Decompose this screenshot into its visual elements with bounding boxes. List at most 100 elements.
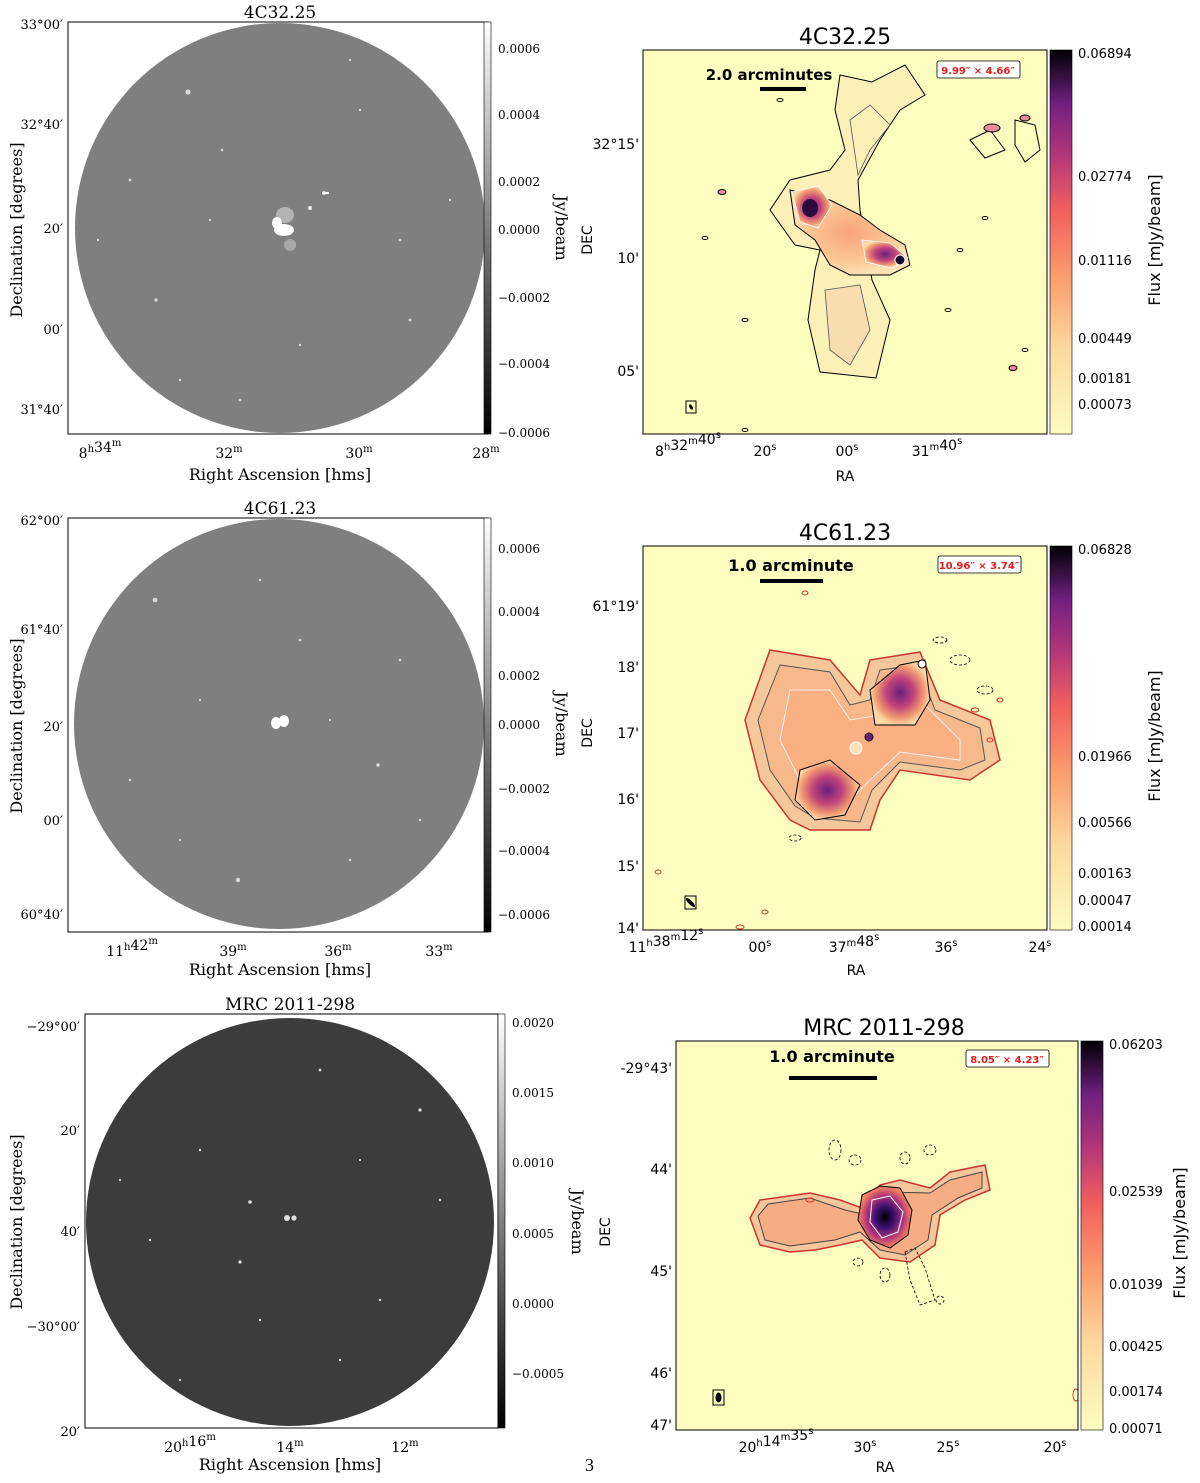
colorbar-tick-label: 0.0002 — [498, 669, 540, 683]
y-axis: −29°00′ 20′ 40′ −30°00′ 20′ Declination [deg… — [7, 1020, 80, 1440]
y-tick-label: 15' — [617, 859, 639, 875]
colorbar-tick-label: 0.00014 — [1078, 920, 1132, 935]
scale-bar — [760, 579, 823, 583]
y-tick-label: 20′ — [44, 720, 64, 735]
colorbar-tick-label: 0.01116 — [1078, 254, 1132, 269]
y-tick-label: 14' — [617, 921, 639, 937]
y-axis-label: DEC — [580, 225, 596, 255]
y-tick-label: −30°00′ — [27, 1320, 80, 1335]
colorbar-tick-label: 0.00047 — [1078, 894, 1132, 909]
x-axis-label: Right Ascension [hms] — [189, 465, 371, 484]
colorbar-tick-label: −0.0005 — [512, 1367, 564, 1381]
colorbar-tick-label: 0.0005 — [512, 1227, 554, 1241]
colorbar — [483, 21, 492, 435]
source-emission — [654, 590, 1004, 930]
x-tick-label: 12m — [391, 1438, 419, 1456]
y-tick-label: −29°00′ — [27, 1020, 80, 1035]
beam-ellipse — [715, 1392, 722, 1403]
noise-speckles — [96, 58, 452, 402]
beam-size-label: 10.96″ × 3.74″ — [939, 561, 1020, 572]
colorbar-tick-label: 0.02774 — [1078, 170, 1132, 185]
x-tick-label: 20s — [753, 442, 776, 460]
colorbar-label: Flux [mJy/beam] — [1145, 670, 1164, 801]
x-tick-label: 20h16m — [164, 1432, 216, 1456]
colorbar-tick-labels: 0.0020 0.0015 0.0010 0.0005 0.0000 −0.0005 — [512, 1016, 564, 1381]
colorbar-tick-label: 0.0000 — [498, 718, 540, 732]
plot-frame — [642, 49, 1048, 435]
beam-ellipse — [689, 404, 693, 410]
colorbar-tick-label: −0.0004 — [498, 357, 550, 371]
x-axis: 20h14m35s 30s 25s 20s RA — [739, 1426, 1067, 1476]
y-tick-label: 61°40′ — [20, 623, 63, 638]
panel-title: MRC 2011-298 — [225, 995, 355, 1015]
colorbar-tick-label: 0.0006 — [498, 42, 540, 56]
y-axis-label: DEC — [598, 1217, 614, 1247]
x-tick-label: 28m — [472, 444, 500, 462]
colorbar-tick-label: 0.06894 — [1078, 47, 1132, 62]
colorbar-tick-label: 0.0006 — [498, 542, 540, 556]
y-tick-labels: 62°00′ 61°40′ 20′ 00′ 60°40′ — [20, 514, 63, 923]
colorbar-label: Jy/beam — [552, 193, 571, 260]
x-axis: 11h42m 39m 36m 33m Right Ascension [hms] — [106, 936, 453, 979]
beam-indicator — [684, 895, 697, 910]
x-tick-label: 39m — [219, 942, 247, 960]
y-tick-label: 47' — [650, 1418, 672, 1434]
colorbar-tick-label: 0.02539 — [1109, 1185, 1163, 1200]
x-tick-label: 20s — [1043, 1438, 1066, 1456]
colorbar-tick-label: −0.0002 — [498, 291, 550, 305]
beam-size-label: 9.99″ × 4.66″ — [941, 66, 1015, 77]
colorbar-tick-label: 0.0000 — [512, 1297, 554, 1311]
x-tick-label: 30s — [853, 1438, 876, 1456]
colorbar-tick-label: 0.06203 — [1109, 1038, 1163, 1053]
panel-title: 4C32.25 — [799, 25, 891, 50]
y-axis-label: Declination [degrees] — [7, 1134, 26, 1309]
colorbar-tick-label: 0.0020 — [512, 1016, 554, 1030]
y-tick-label: 31°40′ — [20, 403, 63, 418]
x-tick-label: 00s — [835, 442, 858, 460]
source-emission — [701, 64, 1041, 432]
x-tick-label: 25s — [936, 1438, 959, 1456]
y-tick-label: 10' — [617, 251, 639, 267]
right-panel-4c61: 4C61.23 1.0 arcminute 10 — [580, 521, 1164, 979]
left-panel-4c32: 4C32.25 33°00′ 32°40′ 20′ 00′ 31°40′ Declina… — [7, 3, 571, 484]
x-tick-labels: 8h34m 32m 30m 28m — [79, 438, 501, 462]
colorbar-tick-label: 0.0010 — [512, 1156, 554, 1170]
y-tick-label: 60°40′ — [20, 908, 63, 923]
x-tick-label: 14m — [276, 1438, 304, 1456]
colorbar-tick-label: 0.00163 — [1078, 867, 1132, 882]
x-axis-label: Right Ascension [hms] — [199, 1455, 381, 1474]
colorbar-tick-label: 0.0002 — [498, 175, 540, 189]
y-axis: 33°00′ 32°40′ 20′ 00′ 31°40′ Declination [de… — [7, 18, 63, 418]
x-tick-label: 33m — [425, 942, 453, 960]
colorbar — [497, 1013, 506, 1429]
x-tick-labels: 11h42m 39m 36m 33m — [106, 936, 453, 960]
panel-title: MRC 2011-298 — [803, 1016, 964, 1041]
y-tick-label: 33°00′ — [20, 18, 63, 33]
x-tick-label: 30m — [345, 444, 373, 462]
colorbar-tick-label: −0.0006 — [498, 426, 550, 440]
scale-bar-label: 1.0 arcminute — [769, 1047, 895, 1066]
x-tick-label: 24s — [1028, 938, 1051, 956]
radio-source-4c32 — [272, 192, 329, 251]
y-tick-label: 20′ — [61, 1124, 81, 1139]
left-panel-mrc2011: MRC 2011-298 −29°00′ 20′ 40′ −30°00′ 20′ Dec… — [7, 995, 587, 1474]
colorbar-tick-label: 0.0000 — [498, 223, 540, 237]
y-axis-label: Declination [degrees] — [7, 638, 26, 813]
y-axis: 32°15' 10' 05' DEC — [580, 137, 639, 380]
colorbar-tick-labels: 0.06828 0.01966 0.00566 0.00163 0.00047 0.000… — [1078, 543, 1132, 935]
y-tick-label: 16' — [617, 792, 639, 808]
colorbar-tick-label: 0.06828 — [1078, 543, 1132, 558]
beam-size-label: 8.05″ × 4.23″ — [970, 1055, 1044, 1066]
plot-frame — [642, 545, 1048, 931]
y-tick-label: 61°19' — [593, 599, 639, 615]
radio-source-4c61 — [271, 715, 289, 729]
x-tick-label: 31m40s — [912, 436, 963, 460]
beam-ellipse — [686, 898, 695, 907]
colorbar-tick-label: −0.0004 — [498, 844, 550, 858]
y-tick-labels: 33°00′ 32°40′ 20′ 00′ 31°40′ — [20, 18, 63, 418]
x-tick-label: 32m — [215, 444, 243, 462]
y-tick-label: 44' — [650, 1162, 672, 1178]
x-axis-label: RA — [847, 963, 866, 979]
colorbar — [1080, 1040, 1104, 1431]
x-tick-label: 20h14m35s — [739, 1426, 814, 1456]
